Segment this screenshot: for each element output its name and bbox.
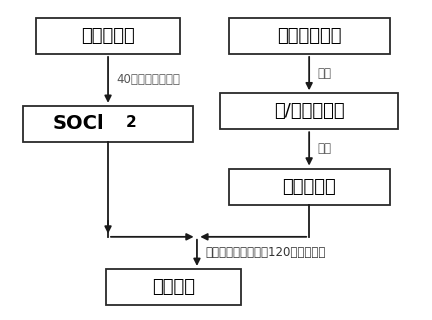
Bar <box>220 93 398 129</box>
Text: 目标材料: 目标材料 <box>152 278 195 296</box>
Bar <box>229 18 390 54</box>
Bar <box>23 106 193 142</box>
Text: 2: 2 <box>126 115 137 130</box>
Bar <box>106 269 241 305</box>
Bar <box>36 18 180 54</box>
Text: 纳米二氧化锰: 纳米二氧化锰 <box>277 27 341 45</box>
Text: 搅拌: 搅拌 <box>318 142 332 155</box>
Text: SOCl: SOCl <box>52 115 104 133</box>
Text: 水/乙醇分散液: 水/乙醇分散液 <box>274 102 344 120</box>
Text: 40摄氏度回流反应: 40摄氏度回流反应 <box>117 73 181 85</box>
Bar <box>229 169 390 205</box>
Text: 酸化活性炭: 酸化活性炭 <box>81 27 135 45</box>
Text: 搅拌: 搅拌 <box>318 67 332 80</box>
Text: 搅拌，静置，抽滤，120摄氏度干燥: 搅拌，静置，抽滤，120摄氏度干燥 <box>206 246 326 259</box>
Text: 硅烷偶联剂: 硅烷偶联剂 <box>282 178 336 196</box>
